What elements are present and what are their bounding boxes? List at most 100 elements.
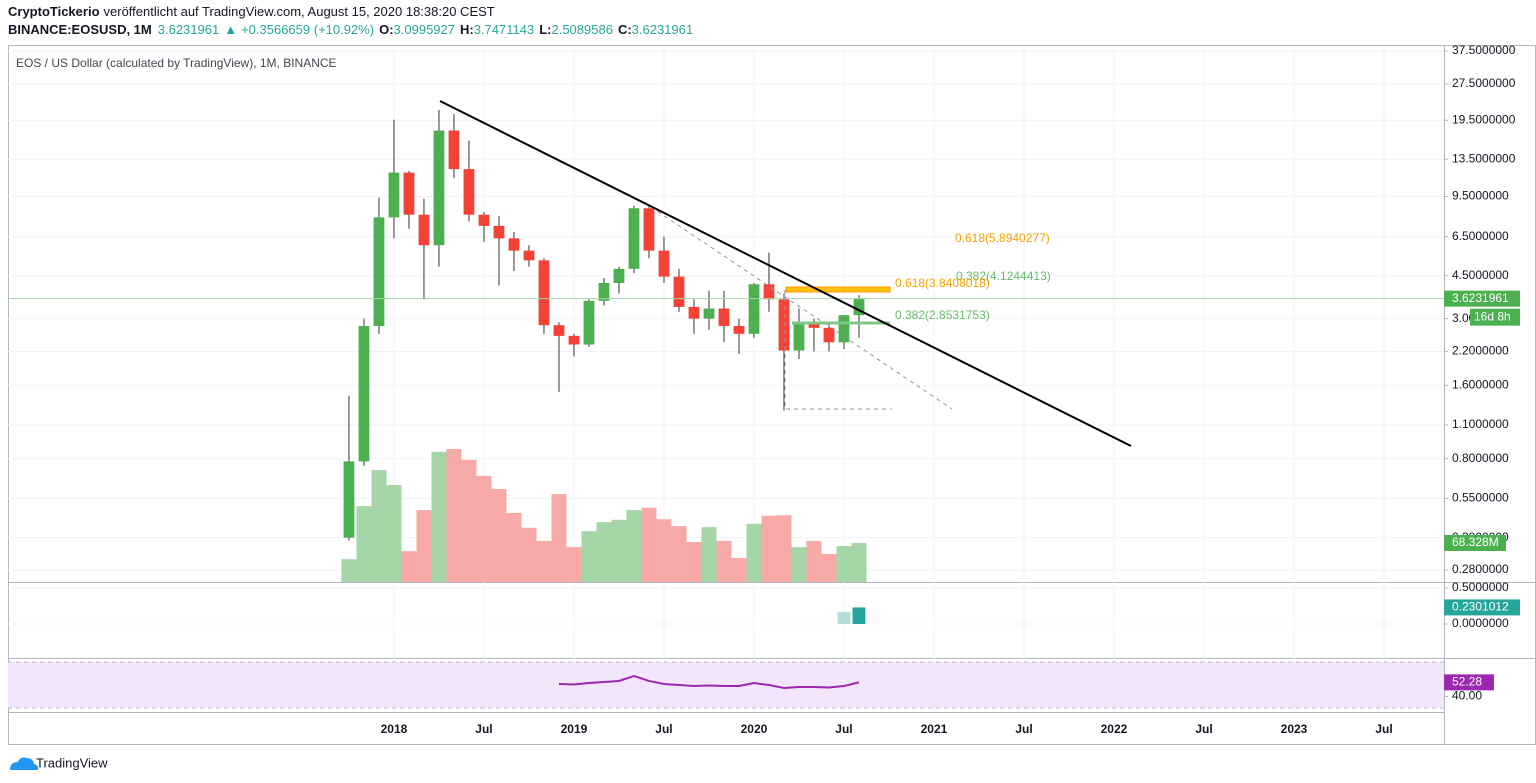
volume-bar	[851, 542, 867, 582]
volume-bar	[626, 510, 642, 582]
candle-body	[658, 250, 670, 277]
ohlc-value: 3.7471143	[474, 22, 535, 37]
ohlc-label: O:	[379, 22, 393, 37]
candle-body	[508, 238, 520, 251]
y-tick-label: 1.6000000	[1452, 377, 1509, 391]
y-tick-label: 0.8000000	[1452, 451, 1509, 465]
drawings: 0.618(5.8940277) 0.382(4.1244413) 0.618(…	[16, 56, 1132, 447]
macd-bar	[852, 607, 866, 624]
volume-bar	[611, 519, 627, 582]
last-price: 3.6231961	[158, 22, 219, 37]
volume-bar	[461, 459, 477, 582]
candle-body	[598, 282, 610, 301]
y-tick-label: 19.5000000	[1452, 112, 1516, 126]
price-box-label: 3.6231961	[1452, 291, 1509, 305]
volume-bar	[701, 527, 717, 582]
volume-bar	[641, 507, 657, 582]
candle-body	[793, 324, 805, 351]
volume-box	[1444, 534, 1506, 551]
candle-body	[583, 300, 595, 345]
volume-bar	[716, 540, 732, 582]
candle-body	[343, 461, 355, 538]
candle-body	[523, 250, 535, 261]
fib-label: 0.618(3.8408018)	[895, 276, 990, 290]
fib-band	[785, 286, 891, 293]
axes: 2018 Jul 2019 Jul 2020 Jul 2021 Jul 2022 Jul 2023 J…	[381, 43, 1520, 736]
candle-body	[538, 260, 550, 326]
ohlc-value: 3.6231961	[632, 22, 693, 37]
candle-body	[838, 315, 850, 343]
legend-line: BINANCE:EOSUSD, 1M 3.6231961 ▲ +0.3566659 (…	[8, 22, 693, 37]
x-tick-label: Jul	[1195, 722, 1212, 736]
volume-bar	[806, 540, 822, 582]
volume-bar	[476, 475, 492, 582]
x-tick-label: 2020	[741, 722, 768, 736]
x-tick-label: 2018	[381, 722, 408, 736]
countdown-box	[1470, 308, 1520, 326]
y-tick-label: 2.2000000	[1452, 344, 1509, 358]
x-tick-label: 2019	[561, 722, 588, 736]
volume-bar	[521, 527, 537, 582]
candle-body	[628, 208, 640, 269]
candle-body	[763, 284, 775, 300]
ohlc-label: L:	[539, 22, 551, 37]
candle-body	[688, 306, 700, 319]
y-tick-label: 27.5000000	[1452, 76, 1516, 90]
y-tick-label: 1.1000000	[1452, 417, 1509, 431]
candle-body	[373, 217, 385, 326]
logo	[10, 757, 39, 770]
candle-body	[463, 169, 475, 215]
brand: TradingView	[36, 755, 108, 770]
candle-body	[853, 298, 865, 316]
macd-box	[1444, 599, 1520, 616]
y-tick-label: 0.0000000	[1452, 616, 1509, 630]
volume-bar	[341, 559, 357, 582]
x-tick-label: 2023	[1281, 722, 1308, 736]
volume-bar	[431, 451, 447, 582]
pane-title: EOS / US Dollar (calculated by TradingVi…	[16, 56, 337, 70]
published: veröffentlicht auf TradingView.com, Augu…	[104, 4, 495, 19]
candle-body	[733, 325, 745, 334]
rsi-box	[1444, 674, 1494, 691]
plot	[8, 46, 1444, 712]
y-tick-label: 9.5000000	[1452, 189, 1509, 203]
y-tick-label: 0.2800000	[1452, 562, 1509, 576]
ohlc-value: 2.5089586	[551, 22, 612, 37]
volume-bar	[401, 551, 417, 582]
y-tick-label: 13.5000000	[1452, 151, 1516, 165]
volume-bar	[791, 547, 807, 582]
symbol: BINANCE:EOSUSD, 1M	[8, 22, 152, 37]
y-tick-label: 6.5000000	[1452, 229, 1509, 243]
volume-box-label: 68.328M	[1452, 535, 1499, 549]
y-tick-label: 4.5000000	[1452, 268, 1509, 282]
price-box	[1444, 290, 1520, 307]
volume-bar	[536, 540, 552, 582]
candle-body	[403, 172, 415, 215]
candle-body	[388, 172, 400, 218]
y-tick-label: 37.5000000	[1452, 43, 1516, 57]
volume-bar	[836, 546, 852, 582]
candle-body	[748, 284, 760, 334]
candle-body	[478, 214, 490, 226]
candle-body	[718, 308, 730, 326]
candle-body	[433, 130, 445, 246]
volume-bar	[761, 515, 777, 582]
candle-body	[673, 276, 685, 307]
y-tick-label: 40.00	[1452, 689, 1482, 703]
fib-label: 0.618(5.8940277)	[955, 231, 1050, 245]
volume-bar	[371, 470, 387, 582]
volume-bar	[686, 542, 702, 582]
volume-bar	[731, 558, 747, 582]
fib-label: 0.382(4.1244413)	[956, 269, 1051, 283]
x-tick-label: Jul	[835, 722, 852, 736]
x-tick-label: Jul	[475, 722, 492, 736]
trendline	[439, 100, 1132, 447]
x-tick-label: Jul	[655, 722, 672, 736]
candle-body	[493, 225, 505, 239]
y-tick-label: 0.5000000	[1452, 580, 1509, 594]
x-tick-label: 2022	[1101, 722, 1128, 736]
header-line: CryptoTickerio veröffentlicht auf Trading…	[8, 4, 495, 19]
candle-body	[568, 335, 580, 345]
candle-body	[613, 268, 625, 283]
